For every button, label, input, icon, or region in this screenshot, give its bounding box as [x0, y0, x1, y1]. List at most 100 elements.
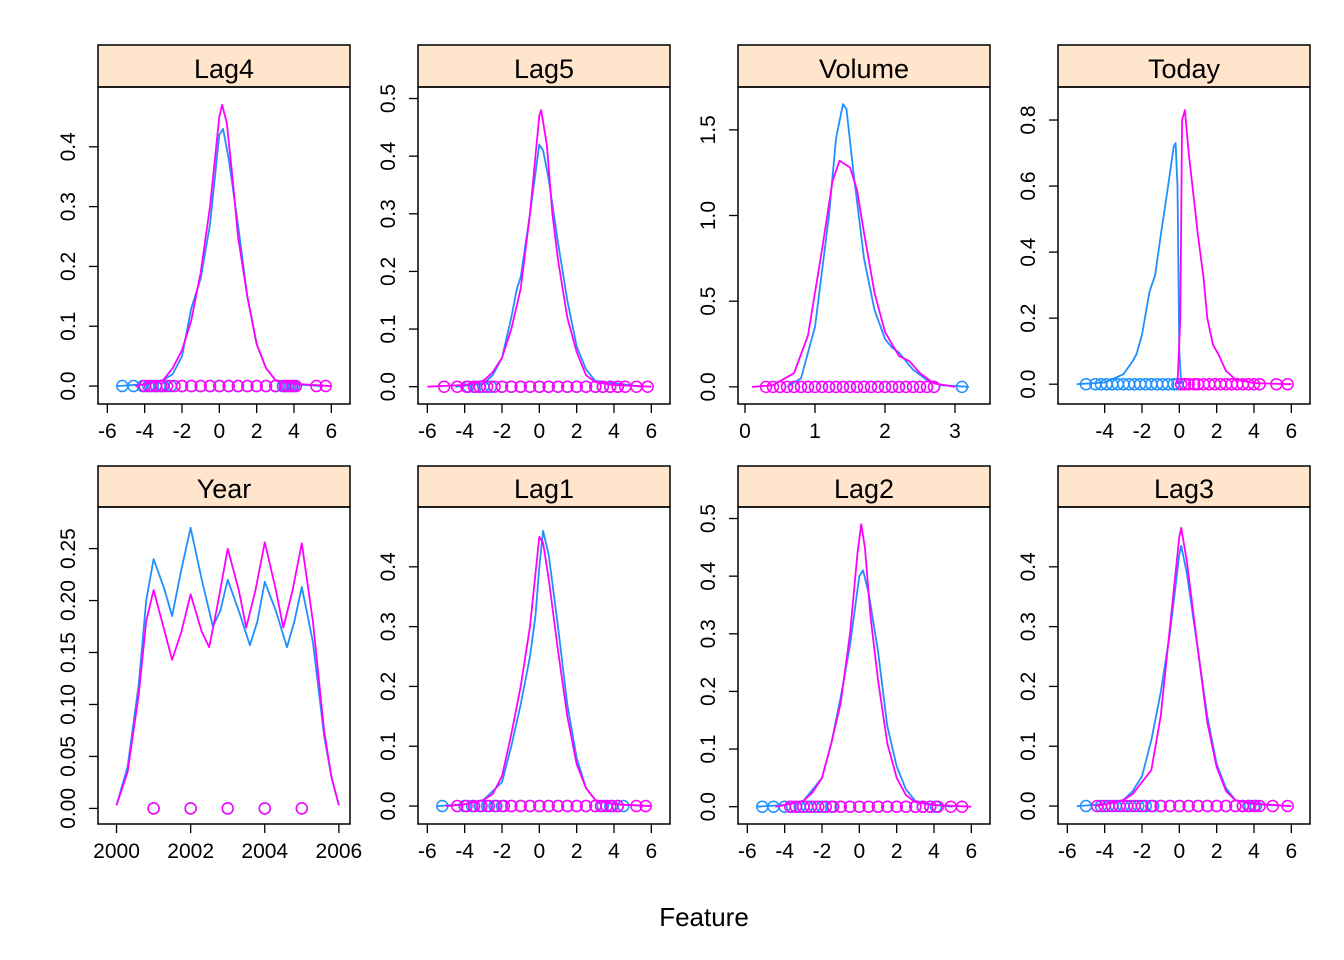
x-tick-label: -2: [493, 420, 512, 443]
rug-point: [570, 380, 583, 393]
x-tick-label: 0: [1173, 420, 1185, 443]
rug-point: [160, 379, 174, 393]
rug-point: [194, 379, 207, 393]
y-tick-label: 0.1: [377, 314, 400, 343]
rug-point: [480, 380, 494, 393]
rug-point: [1163, 799, 1177, 813]
panel-frame: [417, 506, 671, 825]
rug-point: [1154, 799, 1167, 813]
rug-point: [605, 799, 619, 813]
rug-point: [885, 380, 899, 394]
rug-point: [892, 380, 906, 394]
rug-point: [890, 800, 903, 813]
rug-point: [899, 380, 913, 394]
y-tick-label: 0.5: [377, 84, 400, 113]
y-tick-label: 0.3: [1017, 612, 1040, 641]
rug-point: [843, 800, 857, 813]
rug-point: [579, 799, 593, 813]
panel-volume: Volume 0 1 2 3 0.0 0.5 1.0 1.5: [697, 44, 991, 443]
rug-point: [871, 380, 885, 394]
panel-frame: [737, 506, 991, 825]
y-tick-label: 0.6: [1017, 171, 1040, 200]
strip-title: Today: [1148, 54, 1221, 84]
strip-background: [737, 465, 991, 508]
x-tick-label: -6: [418, 420, 437, 443]
rug-point: [185, 379, 198, 393]
rug-point: [808, 380, 822, 394]
density-line-series-1: [786, 103, 970, 388]
x-tick-label: 0: [739, 420, 751, 443]
y-tick-label: 0.4: [1017, 552, 1040, 582]
rug-point: [542, 799, 555, 813]
x-tick-label: -6: [1058, 840, 1077, 863]
y-tick-label: 0.0: [1017, 370, 1040, 399]
rug-point: [250, 379, 263, 393]
density-line-series-2: [1095, 527, 1292, 807]
rug-point: [857, 380, 871, 394]
x-tick-label: 2: [879, 420, 891, 443]
rug-point: [787, 380, 801, 394]
rug-point: [147, 802, 160, 815]
strip-title: Lag1: [514, 474, 574, 504]
x-tick-label: 4: [608, 840, 620, 863]
strip-title: Year: [197, 474, 252, 504]
x-tick-label: 2: [891, 840, 903, 863]
rug-point: [514, 799, 527, 813]
rug-point: [221, 802, 234, 815]
x-tick-label: 6: [1285, 840, 1297, 863]
rug-point: [241, 379, 254, 393]
rug-point: [505, 380, 518, 393]
rug-point: [1161, 377, 1175, 391]
y-tick-label: 1.5: [697, 115, 720, 144]
y-tick-label: 0.0: [57, 371, 80, 400]
y-tick-label: 0.05: [57, 736, 80, 777]
rug-point: [864, 380, 878, 394]
y-tick-label: 0.0: [377, 372, 400, 401]
rug-point: [853, 800, 866, 813]
rug-point: [927, 380, 941, 394]
rug-point: [495, 380, 509, 393]
strip-background: [417, 465, 671, 508]
x-tick-label: -2: [1133, 840, 1152, 863]
rug-point: [561, 380, 574, 393]
panel-frame: [1057, 86, 1311, 405]
y-tick-label: 0.0: [697, 372, 720, 401]
rug-point: [913, 380, 927, 394]
y-tick-label: 0.10: [57, 684, 80, 725]
rug-point: [551, 799, 565, 813]
x-tick-label: 4: [1248, 840, 1260, 863]
strip-background: [1057, 465, 1311, 508]
y-tick-label: 0.2: [697, 677, 720, 706]
y-tick-label: 0.4: [697, 561, 720, 591]
rug-point: [168, 379, 181, 393]
strip-background: [97, 465, 351, 508]
y-tick-label: 0.3: [377, 199, 400, 228]
rug-point: [815, 380, 829, 394]
rug-point: [1253, 799, 1266, 813]
rug-point: [871, 800, 885, 813]
rug-point: [1247, 799, 1261, 813]
panel-today: Today -4 -2 0 2 4 6 0.0 0.2 0.4 0.6 0.8: [1017, 44, 1311, 443]
rug-point: [259, 379, 273, 393]
x-tick-label: 0: [853, 840, 865, 863]
y-tick-label: 0.3: [57, 192, 80, 221]
rug-point: [931, 800, 944, 813]
x-tick-label: 6: [325, 420, 337, 443]
y-tick-label: 0.4: [1017, 237, 1040, 267]
y-tick-label: 0.1: [1017, 732, 1040, 761]
rug-point: [533, 380, 546, 393]
strip-title: Lag3: [1154, 474, 1214, 504]
rug-point: [789, 800, 803, 813]
rug-point: [1182, 799, 1195, 813]
panel-lag4: Lag4 -6 -4 -2 0 2 4 6 0.0 0.1 0.2 0.3 0.4: [57, 44, 351, 443]
rug-point: [551, 380, 565, 393]
rug-point: [1188, 377, 1201, 391]
x-tick-label: -4: [455, 420, 474, 443]
rug-point: [878, 380, 892, 394]
rug-point: [850, 380, 864, 394]
rug-point: [570, 799, 583, 813]
rug-point: [1173, 799, 1186, 813]
y-tick-label: 0.4: [377, 552, 400, 582]
density-line-series-1: [436, 530, 652, 807]
rug-point: [780, 380, 794, 394]
